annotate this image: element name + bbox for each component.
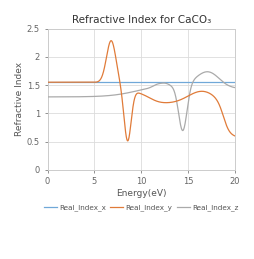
Real_Index_x <box>199 80 202 83</box>
Real_Index_y <box>193 91 196 94</box>
Real_Index_y <box>109 39 112 42</box>
Real_Index_x <box>232 80 235 83</box>
Real_Index_y <box>227 130 230 133</box>
Line: Real_Index_z: Real_Index_z <box>47 72 234 131</box>
Title: Refractive Index for CaCO₃: Refractive Index for CaCO₃ <box>71 15 210 25</box>
Real_Index_z <box>55 95 58 98</box>
Real_Index_z <box>193 77 196 80</box>
Legend: Real_Index_x, Real_Index_y, Real_Index_z: Real_Index_x, Real_Index_y, Real_Index_z <box>41 202 240 214</box>
Real_Index_z <box>205 70 208 73</box>
Y-axis label: Refractive Index: Refractive Index <box>15 62 24 136</box>
Real_Index_z <box>46 95 49 98</box>
Real_Index_z <box>227 84 230 88</box>
Real_Index_y <box>55 81 58 84</box>
Real_Index_z <box>227 84 230 88</box>
Real_Index_y <box>232 134 235 138</box>
Real_Index_z <box>180 129 183 132</box>
Real_Index_y <box>46 81 49 84</box>
Real_Index_x <box>46 80 49 83</box>
Real_Index_y <box>132 100 135 104</box>
Real_Index_x <box>134 80 137 83</box>
Real_Index_z <box>136 89 139 92</box>
Real_Index_y <box>227 130 230 133</box>
Real_Index_z <box>132 90 135 93</box>
Real_Index_x <box>136 80 139 83</box>
X-axis label: Energy(eV): Energy(eV) <box>115 189 166 198</box>
Real_Index_z <box>232 86 235 89</box>
Real_Index_y <box>137 91 140 95</box>
Line: Real_Index_y: Real_Index_y <box>47 41 234 141</box>
Real_Index_x <box>157 80 160 83</box>
Real_Index_x <box>228 80 231 83</box>
Real_Index_x <box>147 80 150 83</box>
Real_Index_y <box>126 139 129 142</box>
